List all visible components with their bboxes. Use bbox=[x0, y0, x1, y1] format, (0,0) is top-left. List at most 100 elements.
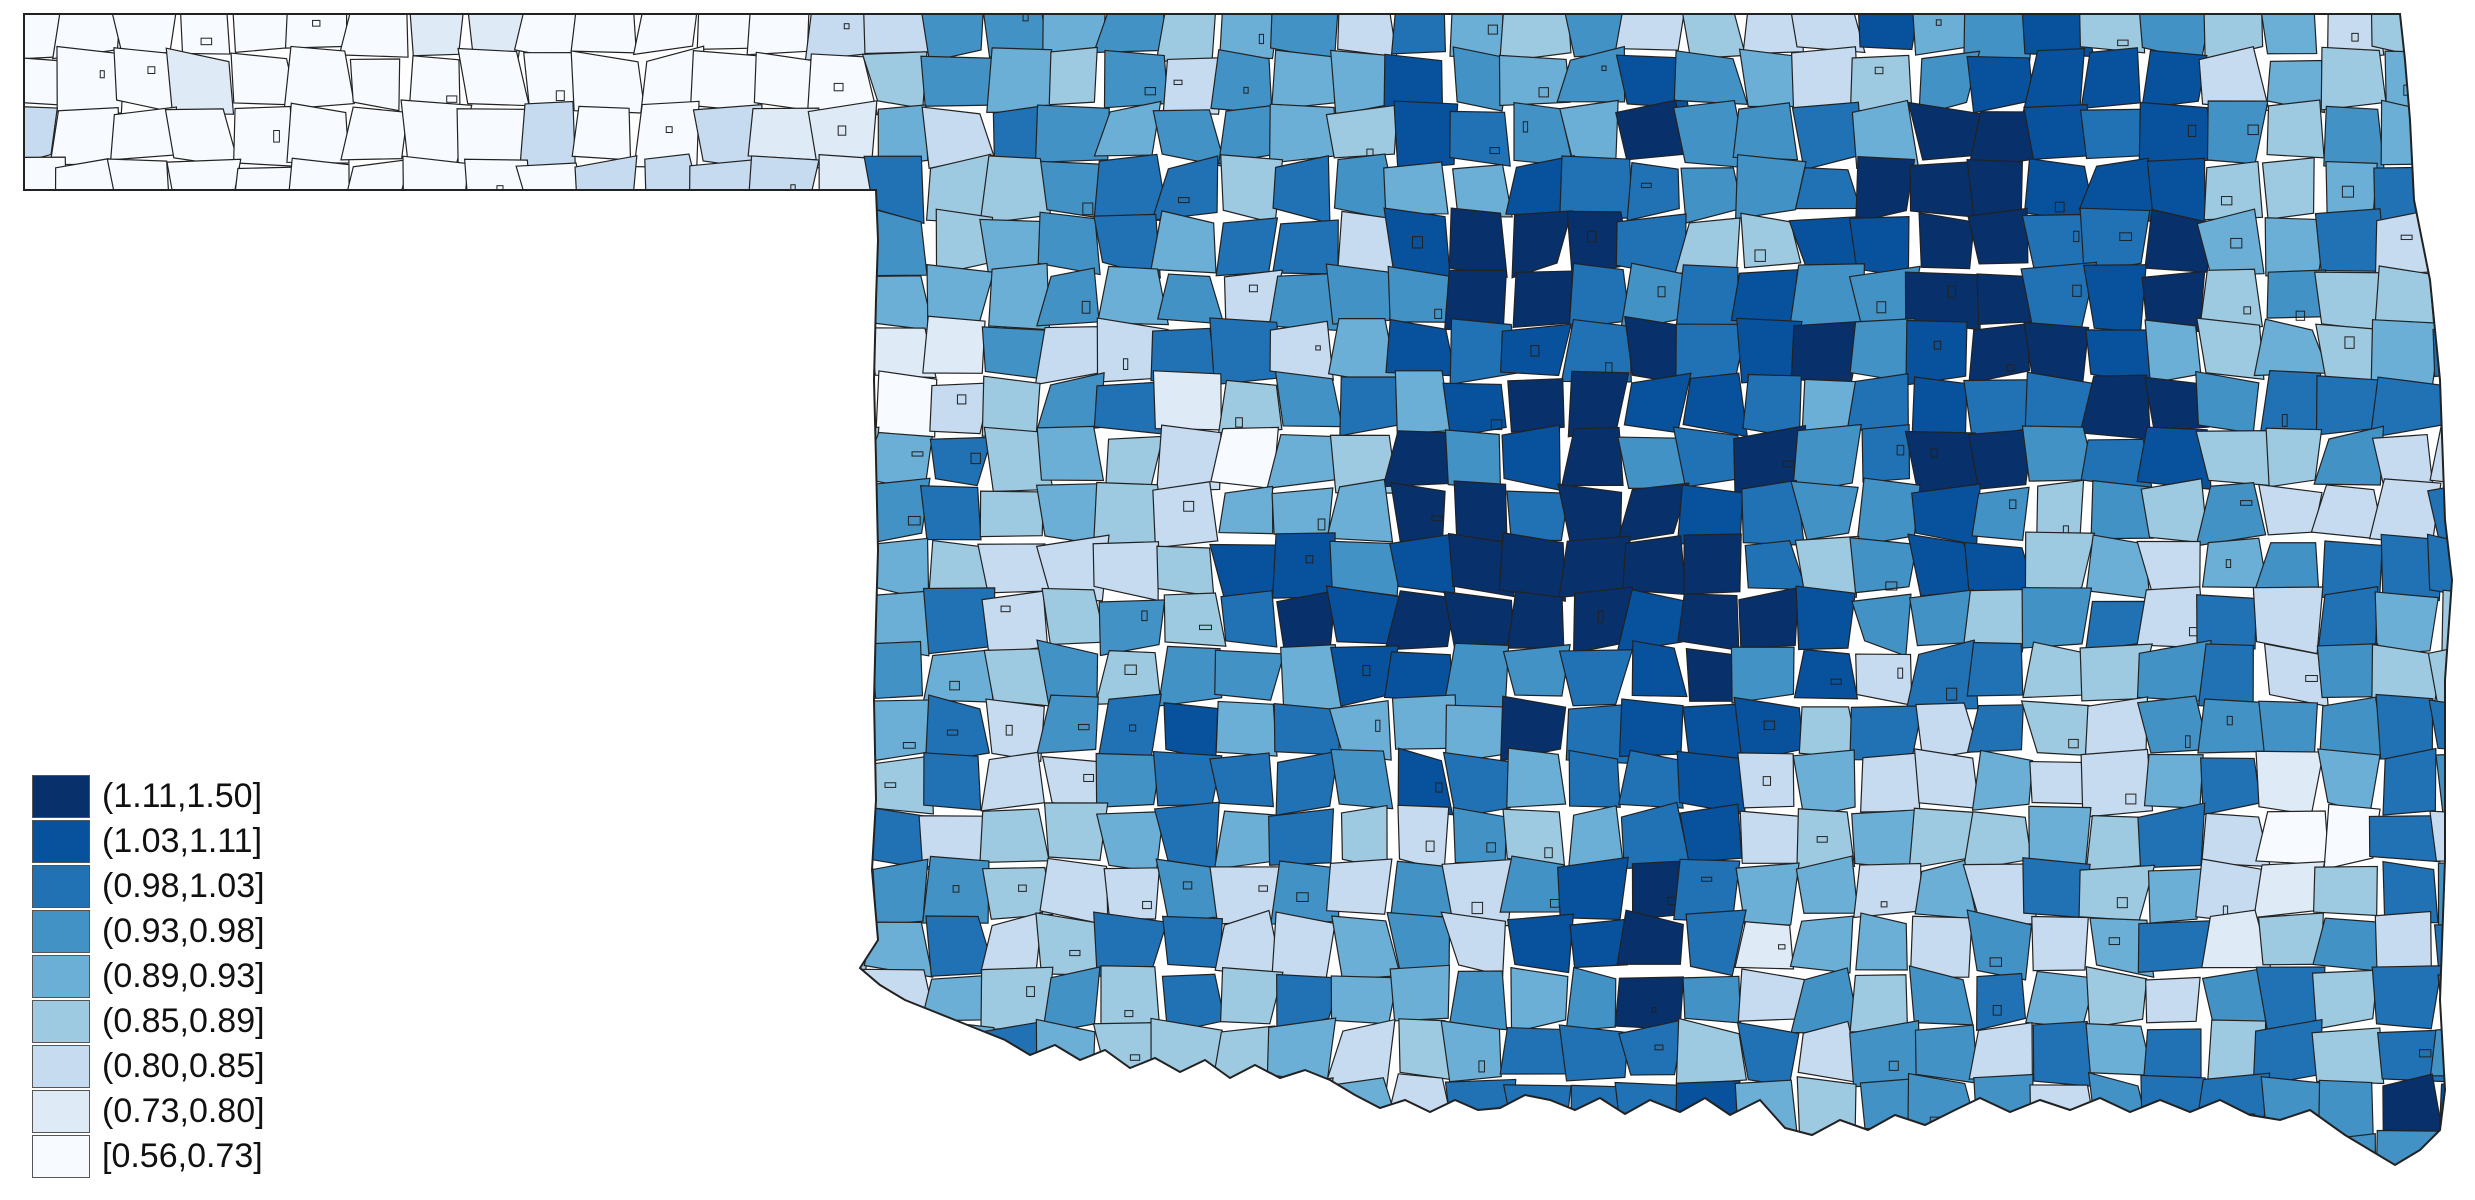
district-polygon bbox=[1914, 1024, 1979, 1084]
district-polygon bbox=[1913, 748, 1980, 810]
district-polygon bbox=[107, 315, 179, 383]
district-enclave bbox=[501, 734, 511, 742]
district-polygon bbox=[1271, 532, 1336, 599]
district-polygon bbox=[1452, 806, 1508, 864]
district-polygon bbox=[2196, 317, 2265, 380]
district-polygon bbox=[1453, 480, 1508, 543]
district-polygon bbox=[1324, 1018, 1396, 1088]
district-polygon bbox=[693, 965, 752, 1029]
district-polygon bbox=[634, 216, 690, 273]
district-enclave bbox=[902, 742, 916, 749]
district-polygon bbox=[24, 14, 62, 61]
district-polygon bbox=[573, 1027, 641, 1083]
district-polygon bbox=[281, 272, 355, 324]
district-polygon bbox=[24, 384, 62, 438]
district-polygon bbox=[2432, 161, 2452, 222]
district-enclave bbox=[1425, 840, 1435, 852]
district-polygon bbox=[863, 1076, 933, 1138]
district-polygon bbox=[1624, 315, 1685, 385]
district-polygon bbox=[1846, 1127, 1911, 1165]
district-polygon bbox=[875, 370, 938, 438]
district-enclave bbox=[1778, 944, 1786, 950]
district-enclave bbox=[1816, 836, 1828, 843]
district-polygon bbox=[2442, 372, 2452, 440]
district-polygon bbox=[1269, 320, 1335, 381]
district-polygon bbox=[570, 14, 638, 54]
district-polygon bbox=[1103, 49, 1169, 109]
state-outline bbox=[23, 13, 2454, 1167]
district-enclave bbox=[1522, 121, 1529, 133]
district-enclave bbox=[653, 464, 664, 473]
district-polygon bbox=[1794, 1131, 1855, 1165]
district-polygon bbox=[24, 424, 60, 485]
legend-label: (1.11,1.50] bbox=[102, 777, 263, 815]
district-polygon bbox=[1325, 478, 1394, 543]
district-polygon bbox=[2429, 14, 2452, 54]
district-polygon bbox=[921, 106, 995, 170]
district-polygon bbox=[285, 477, 358, 542]
district-polygon bbox=[640, 974, 700, 1033]
district-polygon bbox=[2028, 1135, 2085, 1165]
district-polygon bbox=[2437, 860, 2452, 926]
district-polygon bbox=[286, 596, 352, 656]
district-enclave bbox=[1435, 782, 1443, 793]
district-polygon bbox=[691, 318, 757, 373]
district-polygon bbox=[1853, 862, 1922, 919]
district-enclave bbox=[1530, 345, 1540, 357]
district-polygon bbox=[400, 535, 469, 602]
district-enclave bbox=[833, 82, 844, 92]
district-polygon bbox=[1150, 210, 1217, 274]
district-polygon bbox=[165, 478, 231, 548]
district-enclave bbox=[1069, 949, 1081, 957]
district-polygon bbox=[522, 217, 588, 274]
district-polygon bbox=[2025, 970, 2097, 1029]
district-enclave bbox=[1315, 345, 1321, 351]
district-polygon bbox=[2437, 974, 2452, 1032]
district-enclave bbox=[1129, 1054, 1141, 1061]
district-polygon bbox=[1271, 911, 1336, 981]
district-polygon bbox=[2255, 810, 2330, 866]
district-polygon bbox=[166, 695, 230, 763]
district-polygon bbox=[691, 485, 759, 547]
district-polygon bbox=[514, 1191, 587, 1200]
district-polygon bbox=[2257, 912, 2324, 966]
district-polygon bbox=[585, 590, 644, 652]
district-enclave bbox=[1876, 301, 1887, 314]
district-polygon bbox=[2428, 699, 2452, 753]
district-polygon bbox=[460, 747, 523, 810]
district-polygon bbox=[1330, 975, 1399, 1025]
district-enclave bbox=[2116, 897, 2128, 909]
district-enclave bbox=[543, 997, 553, 1004]
district-polygon bbox=[633, 533, 701, 596]
district-polygon bbox=[2317, 748, 2381, 815]
district-polygon bbox=[462, 1071, 519, 1139]
district-polygon bbox=[1223, 1181, 1284, 1200]
legend-swatch bbox=[32, 1135, 90, 1178]
district-polygon bbox=[233, 105, 294, 167]
district-polygon bbox=[455, 426, 517, 492]
district-enclave bbox=[1830, 678, 1842, 685]
district-polygon bbox=[1966, 641, 2024, 697]
district-polygon bbox=[1734, 1129, 1801, 1165]
district-polygon bbox=[1100, 965, 1160, 1033]
district-enclave bbox=[1305, 555, 1314, 564]
district-polygon bbox=[1849, 318, 1916, 384]
district-polygon bbox=[463, 326, 517, 382]
district-polygon bbox=[1615, 14, 1687, 51]
district-polygon bbox=[526, 1133, 575, 1165]
district-enclave bbox=[2305, 675, 2318, 682]
district-polygon bbox=[1734, 921, 1795, 970]
district-enclave bbox=[1317, 518, 1326, 531]
district-polygon bbox=[2438, 1077, 2452, 1137]
district-polygon bbox=[575, 1078, 646, 1142]
district-polygon bbox=[1559, 155, 1634, 221]
district-polygon bbox=[281, 321, 353, 385]
district-polygon bbox=[24, 643, 65, 700]
district-polygon bbox=[804, 214, 869, 276]
district-polygon bbox=[1501, 424, 1561, 492]
district-polygon bbox=[2435, 751, 2452, 817]
district-enclave bbox=[786, 289, 795, 296]
district-polygon bbox=[48, 699, 113, 757]
district-polygon bbox=[1682, 372, 1749, 438]
district-polygon bbox=[115, 596, 180, 655]
